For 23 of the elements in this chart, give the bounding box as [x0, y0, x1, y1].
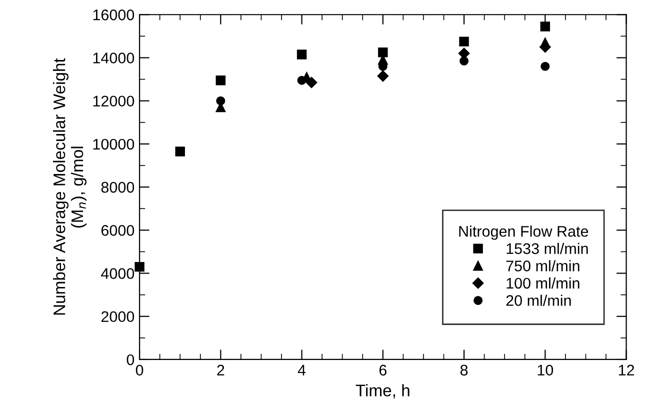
legend-label: 100 ml/min [506, 277, 580, 289]
y-tick-label: 6000 [101, 225, 134, 236]
legend-title: Nitrogen Flow Rate [459, 226, 588, 240]
y-tick-label: 16000 [93, 10, 134, 20]
y-tick-label: 4000 [101, 268, 134, 279]
legend-label: 20 ml/min [506, 294, 571, 306]
y-tick-label: 14000 [93, 52, 134, 64]
y-axis-title: Number Average Molecular Weight (M$_{n}$), g/mol [53, 58, 87, 315]
x-axis-title: Time, h [356, 384, 410, 398]
x-tick-label: 6 [379, 364, 386, 376]
legend-label: 1533 ml/min [506, 242, 588, 254]
y-tick-label: 8000 [101, 182, 134, 193]
y-tick-label: 2000 [101, 311, 134, 322]
x-tick-label: 8 [460, 364, 468, 376]
x-tick-label: 4 [298, 364, 306, 376]
y-tick-label: 12000 [93, 96, 134, 107]
x-tick-label: 2 [217, 364, 224, 376]
x-tick-label: 12 [618, 364, 634, 376]
y-tick-label: 0 [126, 354, 134, 366]
x-tick-label: 0 [136, 364, 144, 376]
legend-label: 750 ml/min [506, 260, 580, 272]
x-tick-label: 10 [538, 364, 554, 376]
y-tick-label: 10000 [93, 138, 134, 150]
